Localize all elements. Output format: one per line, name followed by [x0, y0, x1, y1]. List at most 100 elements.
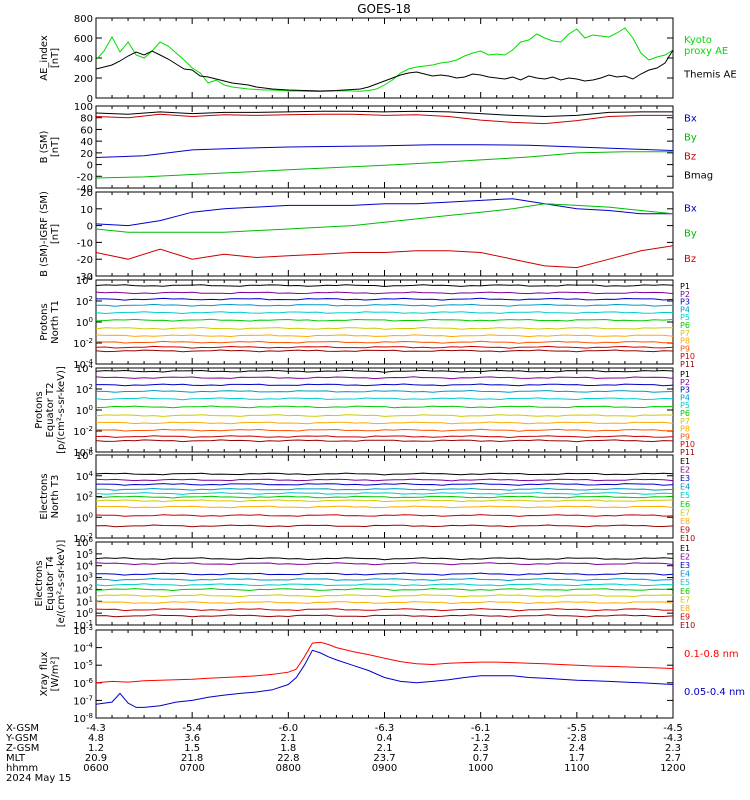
- channel-line-E2: [95, 478, 674, 482]
- y-tick-label: 103: [76, 572, 93, 585]
- orbit-value: 0.7: [473, 753, 489, 764]
- y-tick-label: 100: [76, 404, 93, 417]
- y-tick-label: -10: [77, 238, 93, 249]
- orbit-value: 0800: [276, 763, 301, 774]
- orbit-value: -6.3: [375, 723, 395, 734]
- y-tick-label: -20: [77, 255, 93, 266]
- legend-entry: proxy AE: [684, 46, 728, 57]
- legend-entry: P9: [680, 344, 690, 353]
- series-line-1: [95, 641, 674, 684]
- orbit-value: 20.9: [85, 753, 107, 764]
- legend-entry: P7: [680, 329, 690, 338]
- legend-entry: E4: [680, 483, 690, 492]
- orbit-value: 0700: [179, 763, 204, 774]
- series-line-4: [95, 110, 673, 118]
- y-tick-label: 100: [76, 316, 93, 329]
- channel-line-E10: [95, 614, 674, 618]
- legend-entry: E10: [680, 621, 695, 630]
- y-tick-label: 10-4: [73, 642, 93, 655]
- y-tick-label: 40: [80, 137, 93, 148]
- legend-entry: E1: [680, 457, 690, 466]
- y-tick-label: 10-2: [73, 532, 93, 545]
- orbit-row-label: MLT: [6, 753, 26, 764]
- legend-entry: E4: [680, 570, 690, 579]
- y-tick-label: 10-1: [73, 619, 93, 632]
- y-axis-label: [p/(cm²-s-sr-keV)]: [56, 366, 67, 454]
- channel-line-P7: [95, 414, 673, 417]
- orbit-value: 2.4: [569, 743, 585, 754]
- legend-entry: P10: [680, 440, 695, 449]
- orbit-value: 4.8: [88, 733, 104, 744]
- y-axis-label: Equator T2: [45, 383, 56, 438]
- legend-entry: By: [684, 229, 697, 240]
- channel-line-P2: [95, 291, 674, 295]
- y-tick-label: 800: [74, 14, 93, 25]
- channel-line-P2: [95, 376, 674, 380]
- y-tick-label: 60: [80, 125, 93, 136]
- orbit-value: 2.3: [665, 743, 681, 754]
- y-tick-label: 104: [76, 362, 94, 375]
- series-line-2: [95, 203, 674, 233]
- orbit-value: 1000: [468, 763, 493, 774]
- y-axis-label: Electrons: [34, 560, 45, 606]
- legend-entry: Themis AE: [683, 70, 737, 81]
- legend-entry: E6: [680, 587, 690, 596]
- channel-line-E10: [95, 524, 674, 528]
- channel-line-P8: [95, 421, 674, 425]
- legend-entry: E6: [680, 500, 690, 509]
- legend-entry: P6: [680, 321, 690, 330]
- channel-line-P4: [96, 389, 674, 393]
- y-axis-label: North T3: [50, 475, 61, 519]
- legend-entry: E9: [680, 612, 690, 621]
- legend-entry: P10: [680, 352, 695, 361]
- legend-entry: Bx: [684, 203, 697, 214]
- channel-line-P11: [95, 439, 674, 443]
- orbit-value: 3.6: [184, 733, 200, 744]
- orbit-value: 2.7: [665, 753, 681, 764]
- y-tick-label: 10-8: [73, 712, 93, 725]
- legend-entry: P6: [680, 409, 690, 418]
- y-tick-label: 200: [74, 74, 93, 85]
- orbit-value: 0600: [83, 763, 108, 774]
- series-line-1: [95, 27, 674, 92]
- orbit-value: -6.0: [279, 723, 299, 734]
- y-tick-label: 10-2: [73, 337, 93, 350]
- legend-entry: P1: [680, 370, 690, 379]
- orbit-value: 0.4: [377, 733, 393, 744]
- y-tick-label: 105: [76, 548, 93, 561]
- y-tick-label: 0: [87, 222, 93, 233]
- y-axis-label: [nT]: [50, 48, 61, 68]
- y-tick-label: 100: [76, 607, 93, 620]
- legend-entry: P9: [680, 432, 690, 441]
- legend-entry: Bmag: [684, 171, 713, 182]
- y-axis-label: [nT]: [50, 137, 61, 157]
- channel-line-E1: [95, 557, 674, 561]
- channel-line-E1: [95, 472, 674, 476]
- date-label: 2024 May 15: [6, 773, 71, 784]
- y-tick-label: 600: [74, 34, 93, 45]
- y-tick-label: 104: [76, 560, 94, 573]
- channel-line-E8: [95, 505, 674, 509]
- channel-line-E4: [96, 487, 674, 491]
- orbit-value: -5.4: [182, 723, 202, 734]
- channel-line-E5: [95, 583, 674, 587]
- y-tick-label: 20: [80, 149, 93, 160]
- y-tick-label: 102: [76, 383, 93, 396]
- orbit-value: 23.7: [373, 753, 395, 764]
- y-tick-label: 10-5: [73, 659, 93, 672]
- channel-line-P3: [96, 297, 674, 301]
- y-axis-label: AE_index: [39, 35, 50, 81]
- channel-line-P6: [95, 318, 674, 322]
- channel-line-P3: [96, 383, 674, 387]
- channel-line-P9: [95, 340, 674, 344]
- channel-line-P6: [95, 405, 674, 409]
- y-tick-label: 100: [76, 511, 93, 524]
- y-axis-label: [W/m²]: [50, 656, 61, 691]
- orbit-value: 2.1: [280, 733, 296, 744]
- y-axis-label: Protons: [34, 391, 45, 428]
- orbit-value: -4.3: [663, 733, 683, 744]
- y-tick-label: -20: [77, 172, 93, 183]
- legend-entry: E5: [680, 491, 690, 500]
